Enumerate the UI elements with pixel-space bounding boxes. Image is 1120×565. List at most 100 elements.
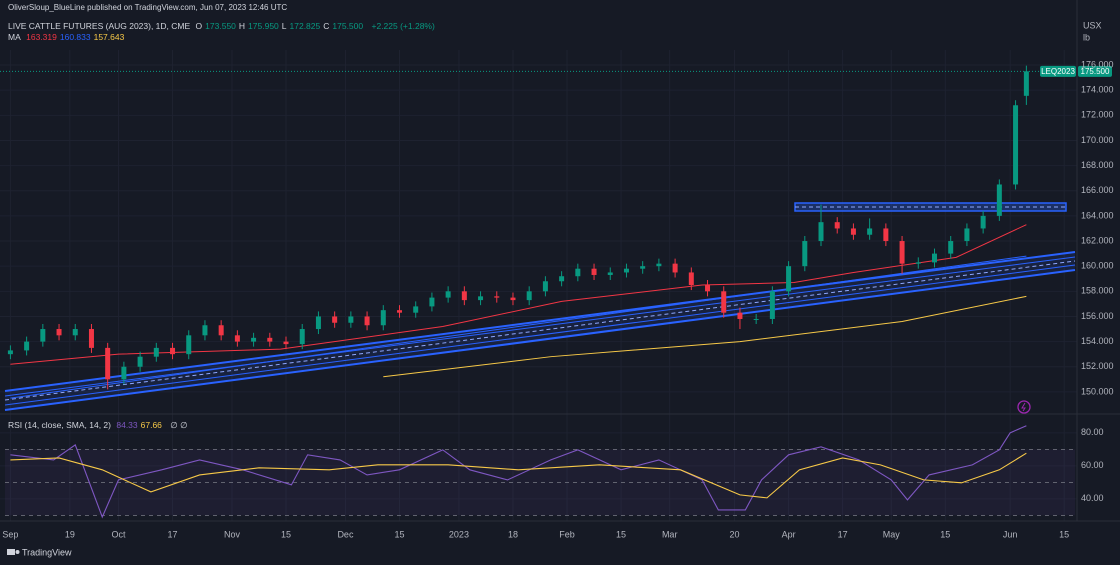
candle-body <box>72 329 78 336</box>
alert-icon[interactable] <box>1017 400 1031 414</box>
candle-body <box>802 241 808 267</box>
ohlc-value: 173.550 <box>205 21 236 31</box>
candle-body <box>542 281 548 292</box>
y-tick-label: 172.000 <box>1081 110 1114 120</box>
plot <box>0 65 1077 519</box>
candle-body <box>88 329 94 348</box>
candle-body <box>380 310 386 326</box>
candle-body <box>915 262 921 264</box>
candle-body <box>786 266 792 292</box>
legend-row: LIVE CATTLE FUTURES (AUG 2023), 1D, CME … <box>8 21 438 31</box>
candle-body <box>737 312 743 319</box>
ma-value: 157.643 <box>93 32 125 42</box>
x-tick-label: 17 <box>838 529 848 539</box>
ohlc-key: C <box>323 21 330 31</box>
candle-body <box>964 228 970 242</box>
ohlc: O 173.550 H 175.950 L 172.825 C 175.500 <box>196 21 367 31</box>
candle-body <box>137 356 143 367</box>
ohlc-key: H <box>238 21 246 31</box>
candle-body <box>526 291 532 301</box>
rsi-tick-label: 40.00 <box>1081 493 1104 503</box>
candle-body <box>332 316 338 323</box>
candle-body <box>834 222 840 229</box>
ma-label: MA <box>8 32 21 42</box>
candle-body <box>705 285 711 292</box>
candle-body <box>202 325 208 336</box>
candle-body <box>640 266 646 269</box>
rsi-tick-label: 60.00 <box>1081 460 1104 470</box>
y-tick-label: 154.000 <box>1081 336 1114 346</box>
y-tick-label: 156.000 <box>1081 311 1114 321</box>
candle-body <box>867 228 873 235</box>
x-tick-label: 19 <box>65 529 75 539</box>
candle-body <box>1023 71 1029 96</box>
rsi-value: 67.66 <box>140 420 162 430</box>
candle-body <box>559 276 565 282</box>
candle-body <box>672 263 678 273</box>
last-price-box <box>1078 65 1112 77</box>
candle-body <box>429 297 435 307</box>
logo-mark <box>7 549 15 555</box>
candle-body <box>283 341 289 345</box>
candle-body <box>623 268 629 273</box>
brand: TradingView <box>22 547 72 557</box>
candle-body <box>721 291 727 313</box>
candle-body <box>818 222 824 242</box>
candle-body <box>688 272 694 286</box>
rsi-label: RSI (14, close, SMA, 14, 2) <box>8 420 111 430</box>
ma-values: 163.319 160.833 157.643 <box>26 32 127 42</box>
x-tick-label: Jun <box>1003 529 1018 539</box>
x-tick-label: Nov <box>224 529 241 539</box>
ma-value: 163.319 <box>26 32 57 42</box>
rsi-value: 84.33 <box>116 420 138 430</box>
x-tick-label: 2023 <box>449 529 469 539</box>
candle-body <box>753 318 759 320</box>
x-tick-label: May <box>883 529 901 539</box>
y-tick-label: 160.000 <box>1081 261 1114 271</box>
rsi-tick-label: 80.00 <box>1081 427 1104 437</box>
candle-body <box>186 335 192 355</box>
candle-body <box>315 316 321 330</box>
candle-body <box>24 341 30 351</box>
rsi-row: RSI (14, close, SMA, 14, 2) 84.33 67.66 ∅… <box>8 420 190 431</box>
x-tick-label: 15 <box>394 529 404 539</box>
last-symbol: LEQ2023 <box>1041 67 1075 76</box>
candle-body <box>461 291 467 301</box>
x-tick-label: Mar <box>662 529 678 539</box>
ohlc-value: 175.950 <box>248 21 279 31</box>
candle-body <box>478 296 484 301</box>
alert-icon-bolt <box>1021 402 1026 412</box>
x-tick-label: 15 <box>281 529 291 539</box>
moving-average <box>383 295 1027 378</box>
candle-body <box>396 310 402 313</box>
currency: USX <box>1083 20 1102 30</box>
y-tick-label: 174.000 <box>1081 85 1114 95</box>
candle-body <box>348 316 354 323</box>
change: +2.225 (+1.28%) <box>371 21 435 31</box>
x-tick-label: Feb <box>559 529 575 539</box>
y-tick-label: 168.000 <box>1081 160 1114 170</box>
rsi-values: 84.33 67.66 <box>116 420 165 430</box>
candle-body <box>170 347 176 355</box>
last-price: 175.500 <box>1081 67 1110 76</box>
x-tick-label: 18 <box>508 529 518 539</box>
x-tick-label: Apr <box>782 529 796 539</box>
ohlc-key: O <box>195 21 203 31</box>
rsi-line <box>10 425 1027 519</box>
candle-body <box>850 228 856 235</box>
ohlc-key: L <box>281 21 287 31</box>
ma-value: 160.833 <box>59 32 91 42</box>
y-tick-label: 152.000 <box>1081 361 1114 371</box>
ohlc-value: 172.825 <box>289 21 321 31</box>
candle-body <box>575 268 581 277</box>
moving-average <box>10 255 1027 399</box>
x-tick-label: 17 <box>168 529 178 539</box>
candle-body <box>607 272 613 275</box>
channel-mid <box>4 260 1076 401</box>
channel-lower-inner <box>4 264 1076 406</box>
x-tick-label: 15 <box>940 529 950 539</box>
unit: lb <box>1083 32 1090 42</box>
x-tick-label: 15 <box>616 529 626 539</box>
